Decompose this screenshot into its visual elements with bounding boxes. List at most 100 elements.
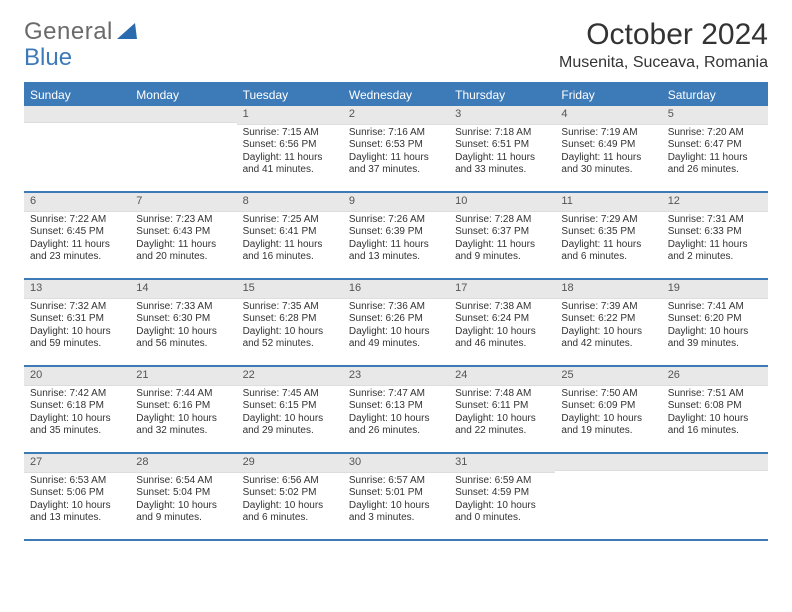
- daylight-text: Daylight: 10 hours and 39 minutes.: [668, 326, 762, 351]
- cell-body: Sunrise: 7:31 AMSunset: 6:33 PMDaylight:…: [662, 212, 768, 268]
- sunrise-text: Sunrise: 7:33 AM: [136, 301, 230, 314]
- sunset-text: Sunset: 6:16 PM: [136, 400, 230, 413]
- cell-body: [130, 123, 236, 183]
- daylight-text: Daylight: 11 hours and 37 minutes.: [349, 152, 443, 177]
- day-number: 6: [24, 193, 130, 212]
- day-header-cell: Saturday: [662, 84, 768, 106]
- sunrise-text: Sunrise: 7:19 AM: [561, 127, 655, 140]
- logo: General: [24, 18, 141, 46]
- calendar-cell: 14Sunrise: 7:33 AMSunset: 6:30 PMDayligh…: [130, 280, 236, 365]
- sunset-text: Sunset: 5:06 PM: [30, 487, 124, 500]
- daylight-text: Daylight: 10 hours and 3 minutes.: [349, 500, 443, 525]
- sunrise-text: Sunrise: 7:20 AM: [668, 127, 762, 140]
- sunrise-text: Sunrise: 7:47 AM: [349, 388, 443, 401]
- logo-text-b: Blue: [24, 44, 72, 72]
- location-text: Musenita, Suceava, Romania: [559, 54, 768, 72]
- cell-body: Sunrise: 6:59 AMSunset: 4:59 PMDaylight:…: [449, 473, 555, 529]
- daylight-text: Daylight: 10 hours and 26 minutes.: [349, 413, 443, 438]
- calendar-week: 1Sunrise: 7:15 AMSunset: 6:56 PMDaylight…: [24, 106, 768, 193]
- day-header-row: SundayMondayTuesdayWednesdayThursdayFrid…: [24, 84, 768, 106]
- day-number: 19: [662, 280, 768, 299]
- day-header-cell: Tuesday: [237, 84, 343, 106]
- cell-body: Sunrise: 7:51 AMSunset: 6:08 PMDaylight:…: [662, 386, 768, 442]
- cell-body: Sunrise: 7:22 AMSunset: 6:45 PMDaylight:…: [24, 212, 130, 268]
- cell-body: Sunrise: 6:56 AMSunset: 5:02 PMDaylight:…: [237, 473, 343, 529]
- cell-body: [24, 123, 130, 183]
- day-number: 22: [237, 367, 343, 386]
- daylight-text: Daylight: 10 hours and 46 minutes.: [455, 326, 549, 351]
- day-number: 30: [343, 454, 449, 473]
- sunset-text: Sunset: 6:39 PM: [349, 226, 443, 239]
- day-header-cell: Sunday: [24, 84, 130, 106]
- day-number: 11: [555, 193, 661, 212]
- header: General October 2024 Musenita, Suceava, …: [24, 18, 768, 72]
- cell-body: Sunrise: 7:42 AMSunset: 6:18 PMDaylight:…: [24, 386, 130, 442]
- day-number: 20: [24, 367, 130, 386]
- calendar-cell: 28Sunrise: 6:54 AMSunset: 5:04 PMDayligh…: [130, 454, 236, 539]
- sunrise-text: Sunrise: 7:51 AM: [668, 388, 762, 401]
- cell-body: Sunrise: 7:33 AMSunset: 6:30 PMDaylight:…: [130, 299, 236, 355]
- sunrise-text: Sunrise: 7:42 AM: [30, 388, 124, 401]
- calendar-cell: 23Sunrise: 7:47 AMSunset: 6:13 PMDayligh…: [343, 367, 449, 452]
- logo-text-a: General: [24, 18, 113, 46]
- sunrise-text: Sunrise: 7:35 AM: [243, 301, 337, 314]
- daylight-text: Daylight: 10 hours and 52 minutes.: [243, 326, 337, 351]
- calendar-cell: 17Sunrise: 7:38 AMSunset: 6:24 PMDayligh…: [449, 280, 555, 365]
- sunrise-text: Sunrise: 7:25 AM: [243, 214, 337, 227]
- calendar: SundayMondayTuesdayWednesdayThursdayFrid…: [24, 82, 768, 541]
- sunrise-text: Sunrise: 6:53 AM: [30, 475, 124, 488]
- daylight-text: Daylight: 10 hours and 29 minutes.: [243, 413, 337, 438]
- sunrise-text: Sunrise: 7:15 AM: [243, 127, 337, 140]
- sunrise-text: Sunrise: 7:26 AM: [349, 214, 443, 227]
- sunrise-text: Sunrise: 7:36 AM: [349, 301, 443, 314]
- day-number: 10: [449, 193, 555, 212]
- cell-body: Sunrise: 6:54 AMSunset: 5:04 PMDaylight:…: [130, 473, 236, 529]
- day-number: 16: [343, 280, 449, 299]
- sunset-text: Sunset: 6:15 PM: [243, 400, 337, 413]
- daylight-text: Daylight: 11 hours and 13 minutes.: [349, 239, 443, 264]
- daylight-text: Daylight: 10 hours and 22 minutes.: [455, 413, 549, 438]
- day-header-cell: Thursday: [449, 84, 555, 106]
- sunset-text: Sunset: 6:41 PM: [243, 226, 337, 239]
- title-block: October 2024 Musenita, Suceava, Romania: [559, 18, 768, 72]
- calendar-cell: 21Sunrise: 7:44 AMSunset: 6:16 PMDayligh…: [130, 367, 236, 452]
- sunset-text: Sunset: 5:02 PM: [243, 487, 337, 500]
- daylight-text: Daylight: 11 hours and 23 minutes.: [30, 239, 124, 264]
- day-number: [555, 454, 661, 471]
- calendar-cell: [24, 106, 130, 191]
- sunset-text: Sunset: 6:43 PM: [136, 226, 230, 239]
- calendar-cell: 7Sunrise: 7:23 AMSunset: 6:43 PMDaylight…: [130, 193, 236, 278]
- daylight-text: Daylight: 10 hours and 0 minutes.: [455, 500, 549, 525]
- sunset-text: Sunset: 6:45 PM: [30, 226, 124, 239]
- calendar-cell: 8Sunrise: 7:25 AMSunset: 6:41 PMDaylight…: [237, 193, 343, 278]
- sunrise-text: Sunrise: 7:32 AM: [30, 301, 124, 314]
- calendar-cell: 6Sunrise: 7:22 AMSunset: 6:45 PMDaylight…: [24, 193, 130, 278]
- sunset-text: Sunset: 6:37 PM: [455, 226, 549, 239]
- sunset-text: Sunset: 6:24 PM: [455, 313, 549, 326]
- daylight-text: Daylight: 10 hours and 32 minutes.: [136, 413, 230, 438]
- triangle-icon: [117, 18, 137, 46]
- calendar-week: 13Sunrise: 7:32 AMSunset: 6:31 PMDayligh…: [24, 280, 768, 367]
- sunset-text: Sunset: 4:59 PM: [455, 487, 549, 500]
- day-number: [662, 454, 768, 471]
- cell-body: Sunrise: 7:38 AMSunset: 6:24 PMDaylight:…: [449, 299, 555, 355]
- sunset-text: Sunset: 6:53 PM: [349, 139, 443, 152]
- cell-body: Sunrise: 7:23 AMSunset: 6:43 PMDaylight:…: [130, 212, 236, 268]
- sunset-text: Sunset: 6:13 PM: [349, 400, 443, 413]
- day-number: 29: [237, 454, 343, 473]
- day-number: 7: [130, 193, 236, 212]
- daylight-text: Daylight: 11 hours and 16 minutes.: [243, 239, 337, 264]
- calendar-cell: 12Sunrise: 7:31 AMSunset: 6:33 PMDayligh…: [662, 193, 768, 278]
- cell-body: Sunrise: 7:35 AMSunset: 6:28 PMDaylight:…: [237, 299, 343, 355]
- sunset-text: Sunset: 6:35 PM: [561, 226, 655, 239]
- daylight-text: Daylight: 10 hours and 13 minutes.: [30, 500, 124, 525]
- calendar-week: 20Sunrise: 7:42 AMSunset: 6:18 PMDayligh…: [24, 367, 768, 454]
- calendar-cell: 20Sunrise: 7:42 AMSunset: 6:18 PMDayligh…: [24, 367, 130, 452]
- day-number: 1: [237, 106, 343, 125]
- sunrise-text: Sunrise: 7:45 AM: [243, 388, 337, 401]
- cell-body: Sunrise: 7:41 AMSunset: 6:20 PMDaylight:…: [662, 299, 768, 355]
- calendar-cell: 19Sunrise: 7:41 AMSunset: 6:20 PMDayligh…: [662, 280, 768, 365]
- calendar-cell: 29Sunrise: 6:56 AMSunset: 5:02 PMDayligh…: [237, 454, 343, 539]
- sunset-text: Sunset: 5:04 PM: [136, 487, 230, 500]
- cell-body: Sunrise: 7:15 AMSunset: 6:56 PMDaylight:…: [237, 125, 343, 181]
